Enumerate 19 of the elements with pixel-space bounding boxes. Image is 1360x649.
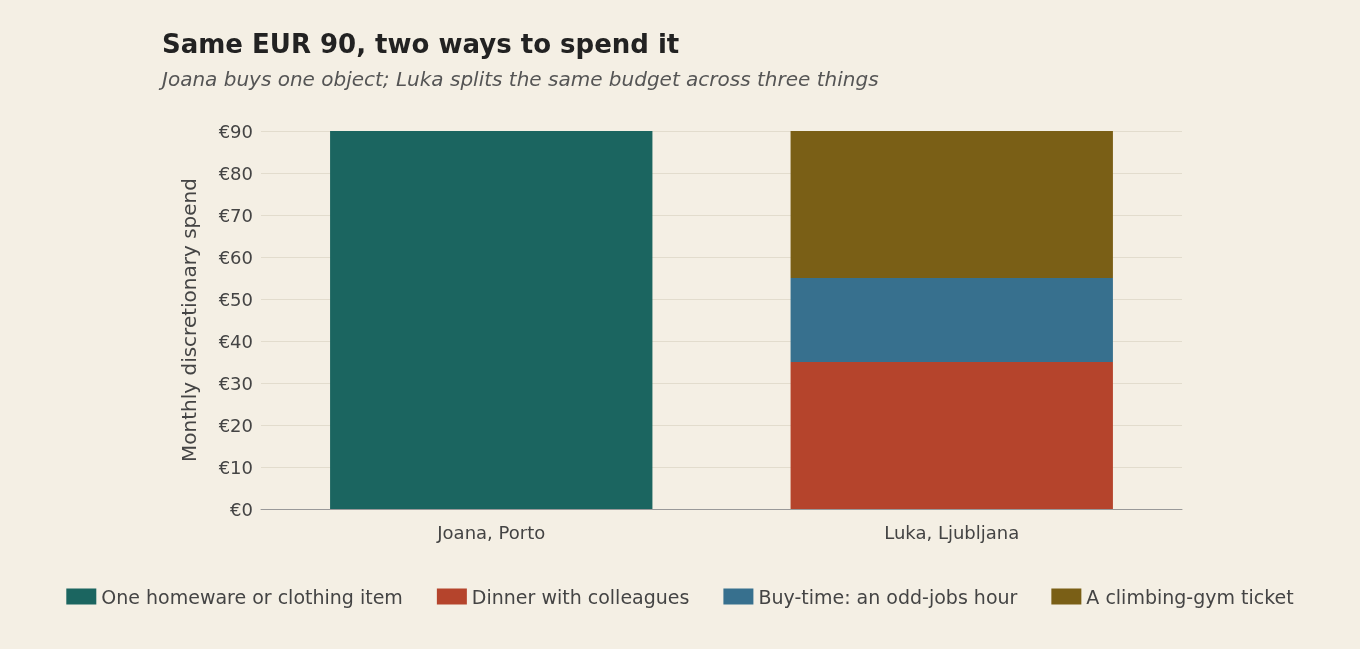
- y-tick-label: €50: [218, 288, 253, 310]
- y-tick-label: €40: [218, 330, 253, 352]
- y-tick-label: €0: [230, 498, 253, 520]
- legend-label: A climbing-gym ticket: [1086, 585, 1294, 608]
- y-tick-label: €70: [218, 204, 253, 226]
- y-tick-label: €80: [218, 162, 253, 184]
- legend-label: Dinner with colleagues: [471, 585, 690, 608]
- y-tick-label: €30: [218, 372, 253, 394]
- legend-label: Buy-time: an odd-jobs hour: [758, 585, 1018, 608]
- y-tick-label: €20: [218, 414, 253, 436]
- y-tick-label: €60: [218, 246, 253, 268]
- y-tick-label: €90: [218, 120, 253, 142]
- x-tick-label: Luka, Ljubljana: [884, 521, 1020, 543]
- y-tick-label: €10: [218, 456, 253, 478]
- chart-subtitle: Joana buys one object; Luka splits the same budget across three things: [158, 67, 879, 91]
- x-tick-label: Joana, Porto: [436, 521, 546, 543]
- chart-title: Same EUR 90, two ways to spend it: [162, 29, 680, 59]
- legend-label: One homeware or clothing item: [101, 585, 403, 608]
- y-axis-title: Monthly discretionary spend: [177, 178, 201, 462]
